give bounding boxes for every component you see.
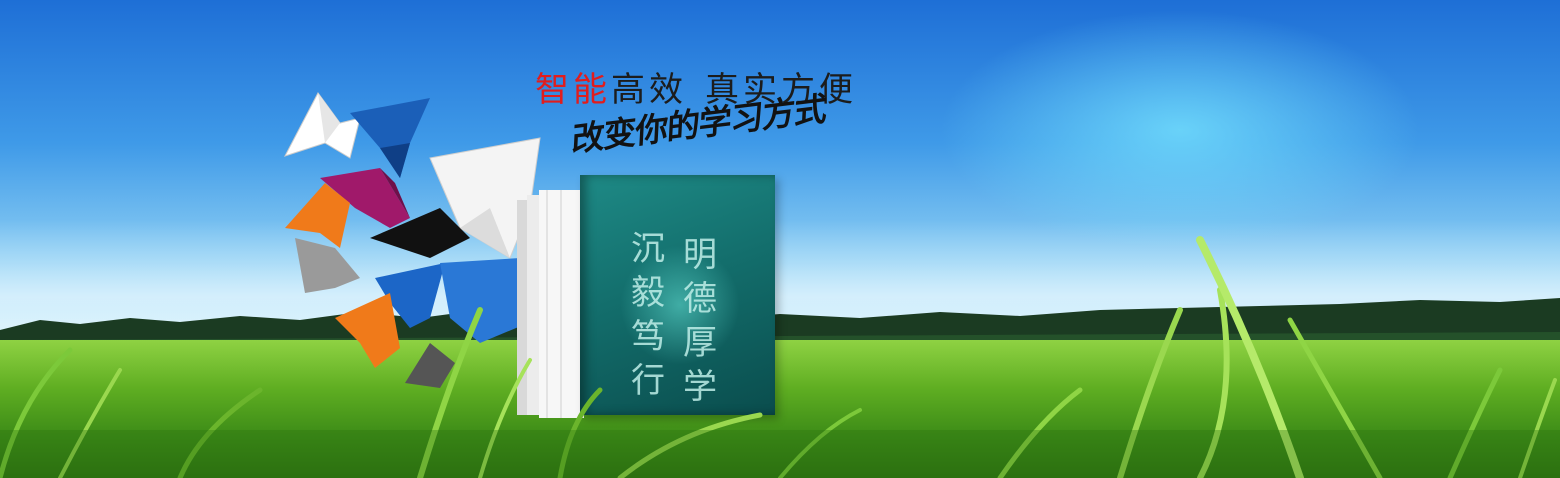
motto-char: 沉: [631, 229, 665, 269]
origami-bird-icon: [320, 168, 410, 228]
origami-bird-icon: [283, 92, 361, 159]
book-motto-left: 沉 毅 笃 行: [628, 227, 668, 403]
grass-field: [0, 340, 1560, 478]
motto-char: 学: [683, 367, 717, 407]
book-glow: [620, 245, 740, 365]
motto-char: 厚: [683, 323, 717, 363]
motto-char: 行: [631, 361, 665, 401]
origami-bird-icon: [370, 208, 470, 258]
book-cover: 沉 毅 笃 行 明 德 厚 学: [580, 175, 775, 415]
book-motto-right: 明 德 厚 学: [680, 233, 720, 409]
slogan-part-1: 高效: [611, 70, 687, 110]
origami-bird-icon: [350, 98, 430, 178]
origami-bird-icon: [295, 238, 360, 293]
origami-bird-icon: [375, 263, 445, 328]
origami-bird-icon: [285, 183, 350, 248]
origami-birds-icon: [283, 92, 541, 388]
motto-char: 明: [683, 235, 717, 275]
sky-glow: [920, 0, 1440, 260]
origami-bird-icon: [440, 258, 540, 343]
motto-char: 德: [683, 279, 717, 319]
motto-char: 毅: [631, 273, 665, 313]
foreground-grass: [0, 236, 1560, 478]
slogan: 智能高效 真实方便: [535, 62, 857, 111]
slogan-part-2: 真实方便: [705, 70, 857, 110]
origami-bird-icon: [335, 293, 400, 368]
slogan-red-part: 智能: [535, 70, 611, 110]
book-pages: [517, 190, 585, 418]
origami-bird-icon: [405, 343, 455, 388]
motto-char: 笃: [631, 317, 665, 357]
